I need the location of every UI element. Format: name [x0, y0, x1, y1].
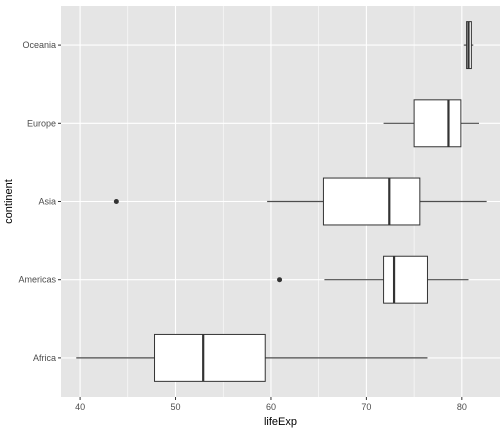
outlier-point [277, 277, 283, 283]
box-marks [76, 21, 487, 382]
y-tick-label: Americas [18, 275, 56, 285]
box-oceania [463, 21, 474, 70]
y-axis-title: continent [3, 179, 15, 224]
iqr-box [383, 255, 428, 304]
x-tick-label: 60 [266, 402, 276, 412]
box-africa [76, 333, 428, 382]
box-asia [113, 177, 487, 226]
y-tick-label: Europe [27, 118, 56, 128]
x-tick-label: 40 [75, 402, 85, 412]
x-tick-label: 70 [361, 402, 371, 412]
y-tick-label: Oceania [22, 40, 56, 50]
box-europe [383, 99, 480, 148]
outlier-point [113, 199, 119, 204]
y-tick-label: Asia [38, 197, 56, 207]
box-americas [277, 255, 469, 304]
x-axis: 40 50 60 70 80 [75, 397, 467, 412]
x-tick-label: 80 [457, 402, 467, 412]
iqr-box [413, 99, 462, 148]
x-tick-label: 50 [171, 402, 181, 412]
x-axis-title: lifeExp [264, 416, 297, 428]
iqr-box [322, 177, 421, 226]
iqr-box [154, 333, 266, 382]
y-tick-label: Africa [33, 353, 56, 363]
y-axis: Africa Americas Asia Europe Oceania [18, 40, 61, 363]
